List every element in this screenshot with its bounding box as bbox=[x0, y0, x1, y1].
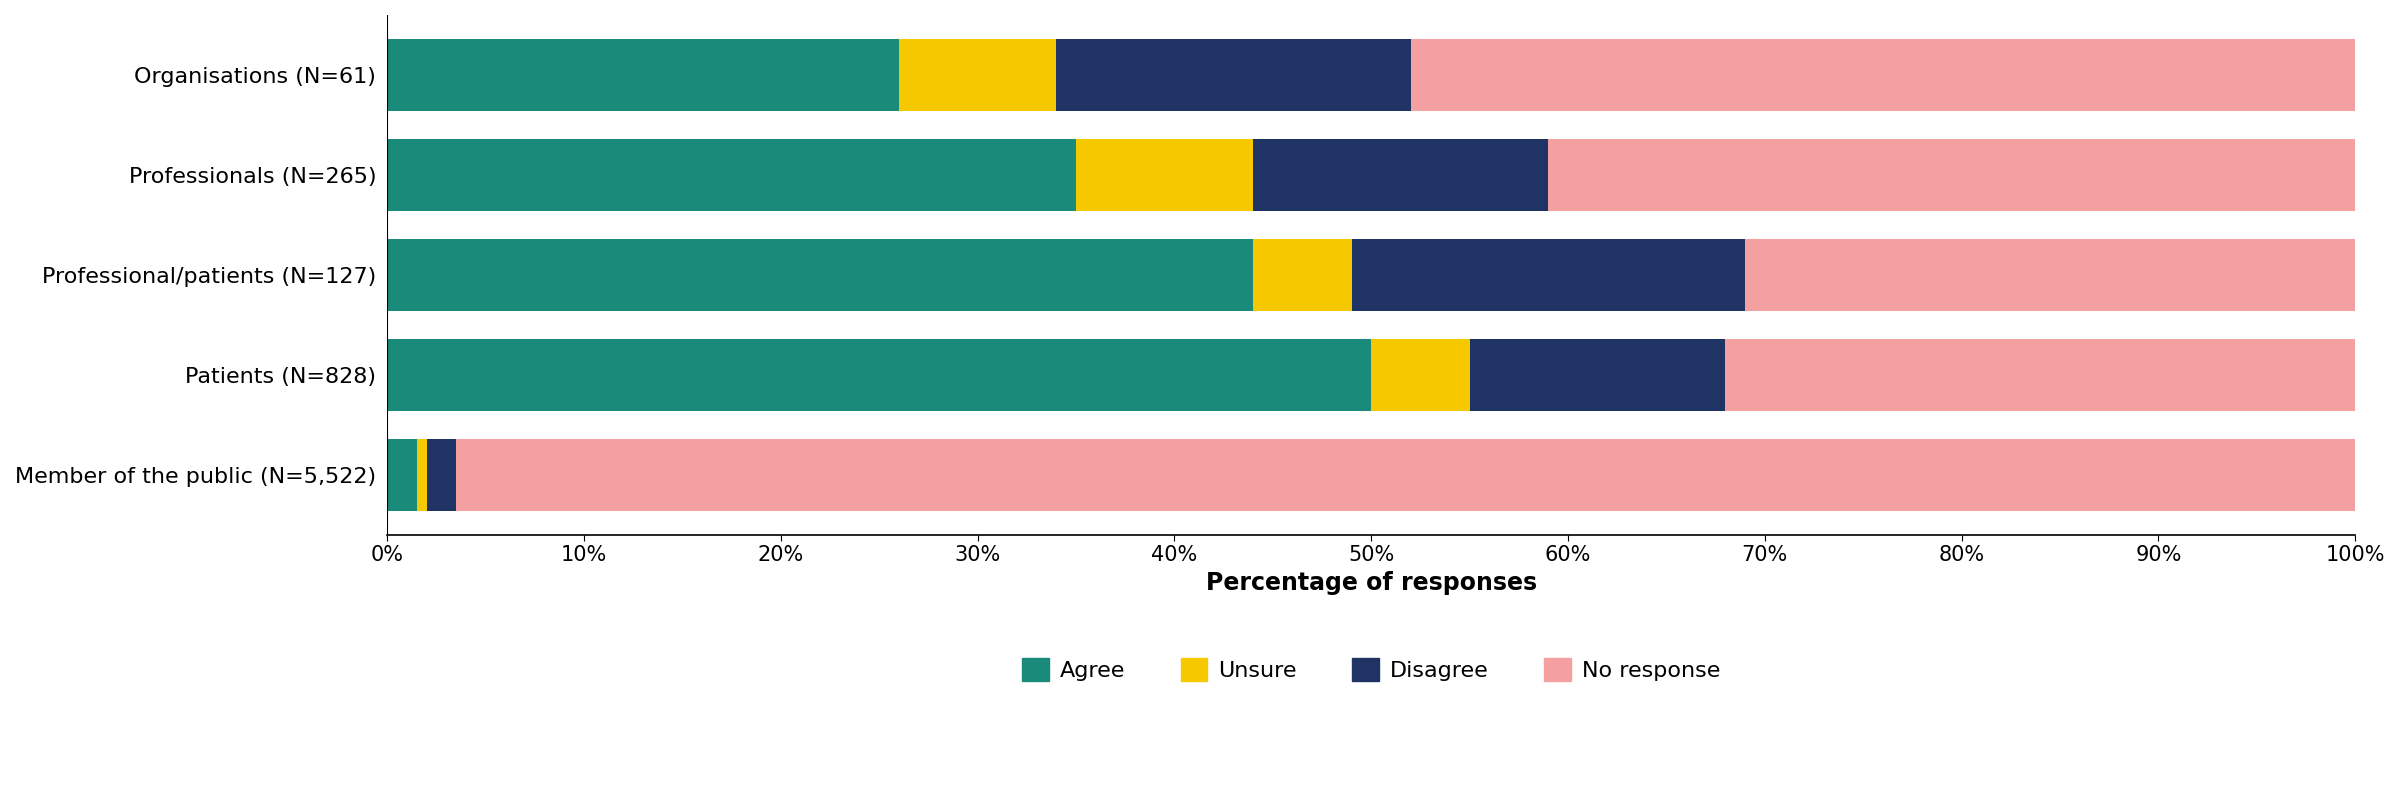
Bar bbox=[386, 138, 1075, 211]
Bar bbox=[900, 38, 1056, 110]
Bar bbox=[386, 339, 1370, 411]
Bar bbox=[418, 439, 427, 511]
Bar bbox=[1726, 339, 2354, 411]
Bar bbox=[1745, 239, 2354, 311]
Bar bbox=[1370, 339, 1469, 411]
Bar bbox=[1075, 138, 1253, 211]
Bar bbox=[386, 38, 900, 110]
Bar bbox=[427, 439, 456, 511]
Bar bbox=[386, 439, 418, 511]
Bar bbox=[1253, 239, 1351, 311]
Bar bbox=[1411, 38, 2354, 110]
Legend: Agree, Unsure, Disagree, No response: Agree, Unsure, Disagree, No response bbox=[1013, 650, 1730, 690]
Bar bbox=[386, 239, 1253, 311]
Bar bbox=[1548, 138, 2354, 211]
Bar bbox=[1351, 239, 1745, 311]
Bar bbox=[1469, 339, 1726, 411]
X-axis label: Percentage of responses: Percentage of responses bbox=[1205, 571, 1536, 595]
Bar bbox=[456, 439, 2354, 511]
Bar bbox=[1056, 38, 1411, 110]
Bar bbox=[1253, 138, 1548, 211]
